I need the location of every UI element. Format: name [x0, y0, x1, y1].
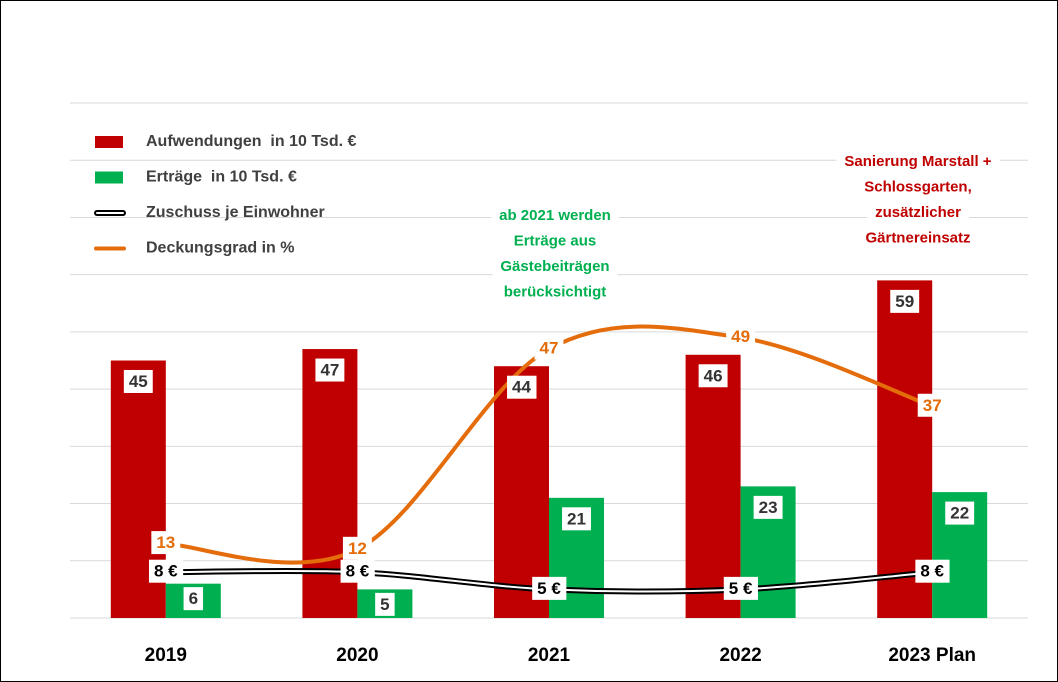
- annotation: Erträge aus: [514, 232, 597, 249]
- label-box: [917, 393, 947, 417]
- x-tick-label: 2021: [528, 645, 571, 666]
- label-box: [726, 325, 756, 349]
- x-tick-label: 2022: [719, 645, 761, 666]
- data-label: 21: [567, 509, 586, 528]
- label-box: [532, 576, 567, 600]
- label-box: [148, 559, 184, 583]
- annotation: zusätzlicher: [875, 204, 961, 221]
- x-tick-label: 2019: [145, 645, 187, 666]
- annotation-bg: [505, 230, 605, 252]
- data-label: 8 €: [920, 562, 944, 581]
- data-label: 47: [540, 339, 559, 358]
- annotation-bg: [867, 201, 970, 223]
- label-box: [342, 536, 372, 560]
- data-label: 47: [320, 361, 339, 380]
- label-box: [315, 358, 345, 382]
- label-box: [340, 559, 375, 583]
- data-label: 8 €: [154, 562, 178, 581]
- data-label: 8 €: [346, 562, 370, 581]
- annotation: Gästebeiträgen: [500, 258, 609, 275]
- data-label: 13: [156, 533, 175, 552]
- data-label: 5 €: [729, 579, 753, 598]
- label-box: [753, 495, 783, 519]
- x-tick-label: 2023 Plan: [888, 645, 976, 666]
- annotation-bg: [857, 227, 979, 249]
- label-box: [534, 336, 564, 360]
- label-box: [183, 587, 204, 611]
- annotation-bg: [491, 204, 619, 226]
- label-box: [945, 501, 975, 525]
- legend-label: Erträge in 10 Tsd. €: [146, 169, 297, 186]
- data-label: 44: [512, 378, 531, 397]
- data-label: 5: [380, 595, 389, 614]
- annotation-bg: [836, 150, 1000, 172]
- annotation: ab 2021 werden: [499, 207, 611, 224]
- data-label: 23: [759, 498, 778, 517]
- label-box: [915, 559, 950, 583]
- data-label: 22: [950, 504, 969, 523]
- annotation: Gärtnereinsatz: [865, 229, 970, 246]
- x-tick-label: 2020: [336, 645, 378, 666]
- label-box: [151, 531, 181, 555]
- data-label: 5 €: [537, 579, 561, 598]
- data-label: 59: [895, 292, 914, 311]
- legend-label: Zuschuss je Einwohner: [146, 204, 325, 221]
- data-label: 37: [923, 396, 942, 415]
- legend-swatch: [95, 136, 123, 148]
- data-label: 46: [704, 366, 723, 385]
- annotation: Schlossgarten,: [864, 178, 972, 195]
- data-label: 12: [348, 539, 367, 558]
- data-label: 45: [129, 372, 148, 391]
- legend-label: Aufwendungen in 10 Tsd. €: [146, 133, 356, 150]
- annotation-bg: [856, 176, 980, 198]
- legend-swatch: [95, 171, 123, 184]
- label-box: [890, 289, 920, 313]
- data-label: 6: [189, 589, 198, 608]
- data-label: 49: [731, 327, 750, 346]
- annotation-bg: [495, 281, 615, 303]
- label-box: [723, 576, 758, 600]
- annotation: berücksichtigt: [504, 283, 607, 300]
- label-box: [562, 507, 591, 531]
- label-box: [375, 592, 395, 616]
- label-box: [507, 375, 537, 399]
- annotation-bg: [492, 255, 618, 277]
- bar: [685, 354, 741, 618]
- legend-label: Deckungsgrad in %: [146, 240, 294, 257]
- label-box: [123, 369, 153, 393]
- bar: [494, 366, 549, 618]
- label-box: [698, 364, 728, 388]
- annotation: Sanierung Marstall +: [844, 153, 991, 170]
